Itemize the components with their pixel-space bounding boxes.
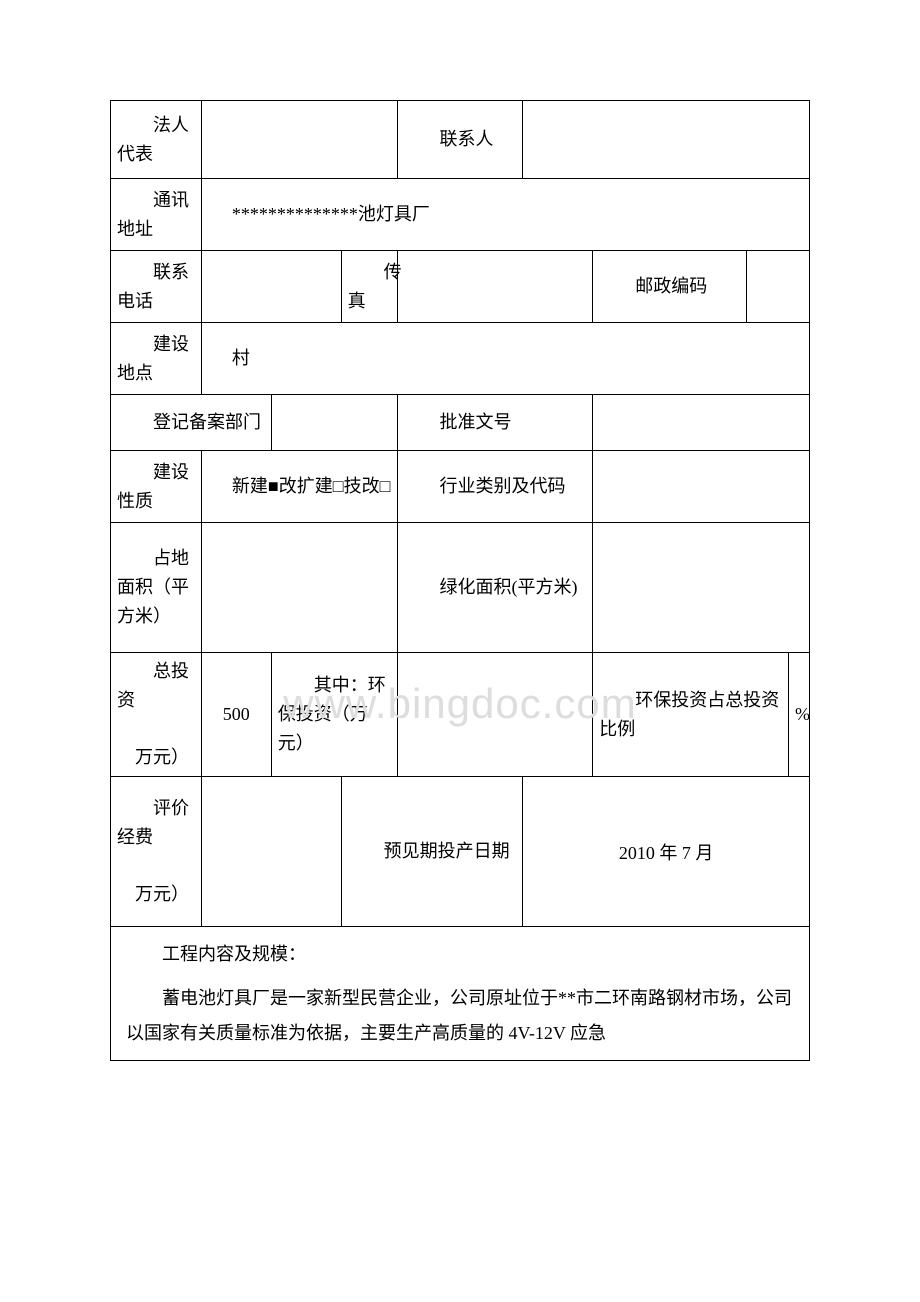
value-address: **************池灯具厂 <box>201 179 809 251</box>
label-postcode: 邮政编码 <box>593 251 747 323</box>
label-approval-no: 批准文号 <box>397 395 593 451</box>
label-env-ratio: 环保投资占总投资比例 <box>593 653 789 777</box>
value-approval-no <box>593 395 810 451</box>
value-build-nature: 新建■改扩建□技改□ <box>201 451 397 523</box>
label-assessment-fee: 评价经费 万元） <box>111 777 202 927</box>
label-filing-dept: 登记备案部门 <box>111 395 272 451</box>
value-build-location: 村 <box>201 323 809 395</box>
row-legal-rep: 法人代表 联系人 <box>111 101 810 179</box>
label-industry-code: 行业类别及代码 <box>397 451 593 523</box>
label-build-location: 建设地点 <box>111 323 202 395</box>
value-phone <box>201 251 341 323</box>
value-land-area <box>201 523 397 653</box>
label-env-investment: 其中：环保投资（万元） <box>271 653 397 777</box>
row-total-investment: 总投资 万元） 500 其中：环保投资（万元） 环保投资占总投资比例 % <box>111 653 810 777</box>
value-production-date: 2010 年 7 月 <box>523 777 810 927</box>
label-production-date: 预见期投产日期 <box>341 777 523 927</box>
row-address: 通讯地址 **************池灯具厂 <box>111 179 810 251</box>
row-build-location: 建设地点 村 <box>111 323 810 395</box>
value-filing-dept <box>271 395 397 451</box>
label-land-area: 占地面积（平方米） <box>111 523 202 653</box>
value-fax <box>397 251 593 323</box>
row-phone: 联系电话 传真 邮政编码 <box>111 251 810 323</box>
row-filing-dept: 登记备案部门 批准文号 <box>111 395 810 451</box>
value-contact <box>523 101 810 179</box>
value-env-ratio: % <box>788 653 809 777</box>
value-assessment-fee <box>201 777 341 927</box>
value-total-investment: 500 <box>201 653 271 777</box>
label-address: 通讯地址 <box>111 179 202 251</box>
row-land-area: 占地面积（平方米） 绿化面积(平方米) <box>111 523 810 653</box>
value-postcode <box>747 251 810 323</box>
label-total-investment: 总投资 万元） <box>111 653 202 777</box>
label-phone: 联系电话 <box>111 251 202 323</box>
label-build-nature: 建设性质 <box>111 451 202 523</box>
row-build-nature: 建设性质 新建■改扩建□技改□ 行业类别及代码 <box>111 451 810 523</box>
form-table-container: 法人代表 联系人 通讯地址 **************池灯具厂 联系电话 传真… <box>110 100 810 1061</box>
value-green-area <box>593 523 810 653</box>
value-legal-rep <box>201 101 397 179</box>
value-env-investment <box>397 653 593 777</box>
label-legal-rep: 法人代表 <box>111 101 202 179</box>
content-section: 工程内容及规模： 蓄电池灯具厂是一家新型民营企业，公司原址位于**市二环南路钢材… <box>110 927 810 1061</box>
content-title: 工程内容及规模： <box>126 937 794 971</box>
content-body: 蓄电池灯具厂是一家新型民营企业，公司原址位于**市二环南路钢材市场，公司以国家有… <box>126 981 794 1049</box>
label-fax: 传真 <box>341 251 397 323</box>
label-contact: 联系人 <box>397 101 523 179</box>
form-table: 法人代表 联系人 通讯地址 **************池灯具厂 联系电话 传真… <box>110 100 810 927</box>
label-green-area: 绿化面积(平方米) <box>397 523 593 653</box>
row-assessment-fee: 评价经费 万元） 预见期投产日期 2010 年 7 月 <box>111 777 810 927</box>
value-industry-code <box>593 451 810 523</box>
